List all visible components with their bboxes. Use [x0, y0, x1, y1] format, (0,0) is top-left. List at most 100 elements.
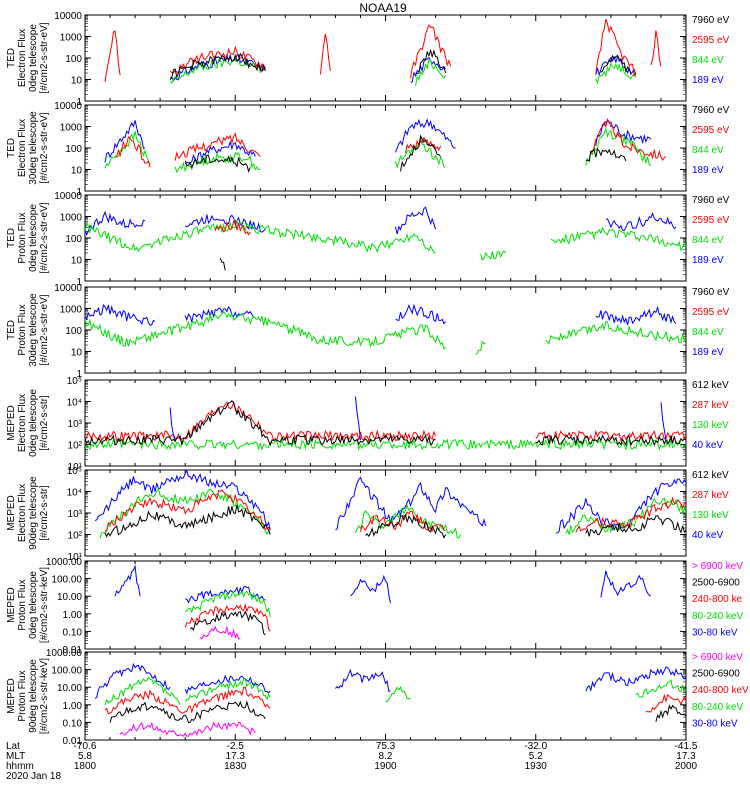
- y-tick-label: 10²: [68, 531, 83, 542]
- x-tick-label-lat: 75.3: [376, 741, 396, 752]
- x-tick-label-mlt: 17.3: [676, 751, 696, 762]
- panel-frame: [84, 379, 687, 467]
- x-tick-label-lat: -32.0: [524, 741, 547, 752]
- y-tick-label: 1000: [60, 305, 83, 316]
- series-red-line: [595, 18, 637, 77]
- series-black-line: [415, 48, 447, 74]
- y-axis-label: TEDProton Flux30deg telescope[#/cm2-s-st…: [6, 293, 50, 367]
- series-green-line: [385, 685, 411, 703]
- panel-frame: [84, 469, 687, 557]
- series-red-line: [535, 429, 686, 443]
- legend-entry: 7960 eV: [692, 105, 730, 116]
- series-red-line: [319, 33, 331, 75]
- y-tick-label: 10000: [54, 191, 82, 202]
- series-green-line: [475, 340, 486, 355]
- panel-1: 1 10 100 1000 10000 TEDElectron Flux30deg tel…: [6, 101, 730, 198]
- series-black-line: [400, 134, 441, 172]
- y-tick-label: 1000.00: [46, 648, 83, 659]
- series-group: [94, 470, 686, 539]
- series-green-line: [595, 62, 637, 85]
- y-axis-label-line: Electron Flux: [17, 119, 28, 177]
- y-axis-label-line: TED: [6, 228, 17, 248]
- series-black-line: [535, 434, 686, 447]
- series-blue-line: [335, 668, 391, 692]
- x-row-label-hhmm: hhmm: [6, 761, 34, 772]
- y-tick-label: 10²: [68, 441, 83, 452]
- y-axis-label-line: 0deg telescope: [28, 389, 39, 457]
- legend-entry: > 6900 keV: [692, 652, 743, 663]
- series-group: [104, 118, 667, 173]
- legend-entry: 189 eV: [692, 75, 724, 86]
- y-tick-label: 10³: [68, 419, 83, 430]
- series-blue-line: [595, 305, 677, 326]
- series-black-line: [104, 504, 271, 538]
- y-axis-label-line: 30deg telescope: [28, 293, 39, 367]
- y-axis-label-line: Proton Flux: [17, 579, 28, 630]
- series-group: [104, 18, 662, 86]
- y-axis-label-line: Proton Flux: [17, 670, 28, 721]
- series-black-line: [585, 147, 627, 162]
- y-tick-label: 1.00: [63, 610, 83, 621]
- y-axis-label-line: 90deg telescope: [28, 476, 39, 550]
- series-black-line: [189, 610, 266, 636]
- legend-entry: 612 keV: [692, 380, 729, 391]
- y-axis-label-line: Proton Flux: [17, 304, 28, 355]
- series-blue-line: [184, 305, 256, 323]
- series-red-line: [645, 693, 686, 713]
- x-tick-label-mlt: 5.2: [529, 751, 543, 762]
- series-green-line: [85, 437, 686, 451]
- legend-entry: 844 eV: [692, 55, 724, 66]
- y-axis-label-line: TED: [6, 320, 17, 340]
- legend-entry: 130 keV: [692, 510, 729, 521]
- y-tick-label: 0.01: [63, 645, 83, 656]
- y-tick-label: 10.00: [57, 592, 82, 603]
- series-blue-line: [185, 585, 266, 604]
- series-black-line: [585, 515, 686, 537]
- y-axis-label: MEPEDElectron Flux0deg telescope[#/cm2-s…: [6, 389, 50, 457]
- legend-entry: 240-800 ke: [692, 594, 742, 605]
- series-black-line: [85, 400, 436, 447]
- series-blue-line: [395, 118, 456, 153]
- series-blue-line: [169, 407, 176, 441]
- series-magenta-line: [119, 721, 256, 737]
- y-axis-label: TEDElectron Flux0deg telescope[#/cm2-s-s…: [6, 22, 50, 93]
- legend-entry: 287 keV: [692, 490, 729, 501]
- series-group: [85, 206, 686, 271]
- date-label: 2020 Jan 18: [6, 771, 61, 782]
- legend-entry: 80-240 keV: [692, 611, 743, 622]
- legend-entry: 40 keV: [692, 440, 723, 451]
- series-green-line: [635, 679, 686, 698]
- series-red-line: [104, 686, 271, 715]
- x-tick-label-lat: -70.6: [74, 741, 97, 752]
- series-blue-line: [605, 211, 677, 232]
- series-green-line: [550, 226, 686, 252]
- y-axis-label-line: [#/cm2-s-str-eV]: [39, 112, 50, 183]
- legend-entry: 189 eV: [692, 165, 724, 176]
- legend-entry: 844 eV: [692, 327, 724, 338]
- x-tick-label-hhmm: 1930: [525, 761, 548, 772]
- series-green-line: [169, 58, 266, 84]
- y-axis-label-line: [#/cm2-s-str-eV]: [39, 22, 50, 93]
- series-blue-line: [354, 396, 361, 441]
- y-axis-label-line: 0deg telescope: [28, 204, 39, 272]
- series-blue-line: [94, 662, 171, 699]
- series-group: [94, 662, 686, 737]
- panel-4: 10¹ 10² 10³ 10⁴ 10⁵ MEPEDElectron Flux0deg te…: [6, 376, 729, 473]
- y-axis-label-line: [#/cm2-s-str-keV]: [39, 567, 50, 643]
- legend-entry: 40 keV: [692, 530, 723, 541]
- y-tick-label: 1000.00: [46, 557, 83, 568]
- y-tick-label: 100: [65, 326, 82, 337]
- series-blue-line: [585, 666, 686, 692]
- legend-entry: 2500-6900: [692, 669, 740, 680]
- series-red-line: [104, 30, 121, 83]
- series-black-line: [170, 52, 266, 79]
- y-axis-label-line: TED: [6, 138, 17, 158]
- y-tick-label: 100: [65, 234, 82, 245]
- series-green-line: [565, 497, 686, 535]
- panel-2: 1 10 100 1000 10000 TEDProton Flux0deg telesc…: [6, 191, 730, 288]
- y-axis-label: MEPEDProton Flux0deg telescope[#/cm2-s-s…: [6, 567, 50, 643]
- y-axis-label-line: 30deg telescope: [28, 111, 39, 185]
- legend-entry: 130 keV: [692, 420, 729, 431]
